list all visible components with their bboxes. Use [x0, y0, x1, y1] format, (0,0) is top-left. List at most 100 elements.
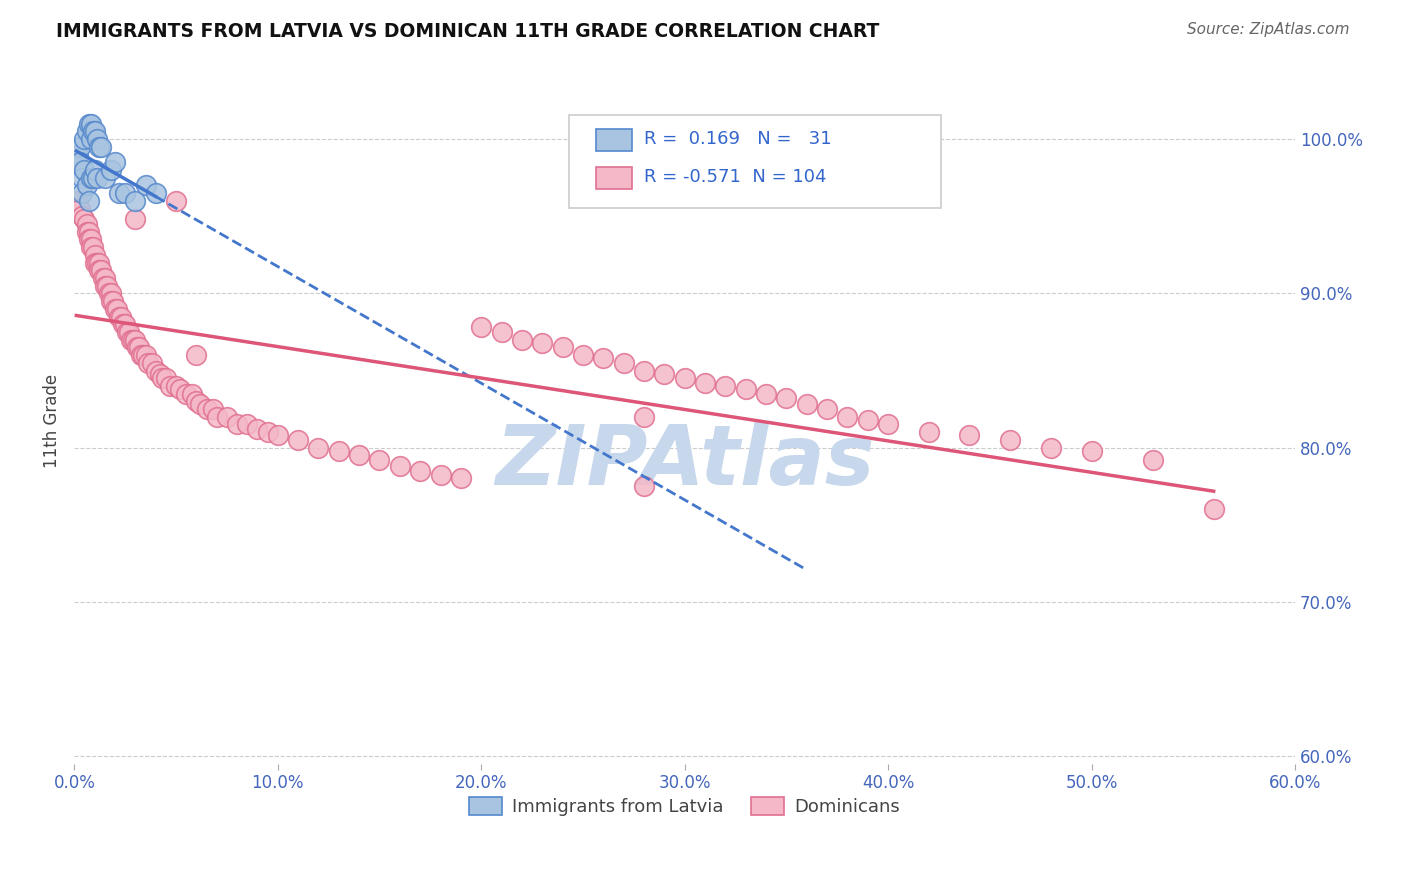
- Point: [124, 212, 146, 227]
- Point: [328, 443, 350, 458]
- Point: [186, 394, 208, 409]
- Point: [755, 386, 778, 401]
- Point: [110, 310, 132, 324]
- Point: [124, 194, 146, 208]
- Point: [83, 248, 105, 262]
- Point: [149, 367, 172, 381]
- FancyBboxPatch shape: [596, 168, 633, 189]
- Point: [86, 255, 108, 269]
- Point: [201, 402, 224, 417]
- Point: [775, 391, 797, 405]
- Point: [96, 278, 118, 293]
- Point: [145, 186, 167, 201]
- Point: [90, 140, 112, 154]
- Point: [76, 124, 98, 138]
- Point: [79, 232, 101, 246]
- Point: [135, 348, 157, 362]
- Point: [100, 294, 122, 309]
- Point: [76, 217, 98, 231]
- Point: [100, 163, 122, 178]
- Point: [83, 163, 105, 178]
- Point: [67, 194, 90, 208]
- Point: [128, 340, 150, 354]
- Point: [112, 317, 135, 331]
- Point: [205, 409, 228, 424]
- Point: [470, 320, 492, 334]
- Point: [918, 425, 941, 440]
- Point: [86, 170, 108, 185]
- Point: [226, 417, 249, 432]
- Point: [69, 155, 91, 169]
- Point: [77, 225, 100, 239]
- Point: [122, 333, 145, 347]
- Point: [510, 333, 533, 347]
- Point: [76, 225, 98, 239]
- Point: [82, 124, 104, 138]
- Point: [287, 433, 309, 447]
- Point: [856, 413, 879, 427]
- Point: [796, 397, 818, 411]
- Point: [815, 402, 838, 417]
- Point: [388, 459, 411, 474]
- Point: [79, 132, 101, 146]
- Point: [97, 286, 120, 301]
- Point: [114, 317, 136, 331]
- Point: [76, 178, 98, 193]
- Point: [94, 271, 117, 285]
- Point: [72, 186, 94, 201]
- Point: [104, 301, 127, 316]
- Point: [73, 132, 96, 146]
- Point: [94, 278, 117, 293]
- Point: [82, 240, 104, 254]
- Point: [135, 178, 157, 193]
- Point: [693, 376, 716, 390]
- Point: [108, 310, 131, 324]
- Point: [673, 371, 696, 385]
- Point: [531, 335, 554, 350]
- Point: [131, 348, 153, 362]
- Point: [592, 351, 614, 366]
- Point: [652, 367, 675, 381]
- Point: [69, 202, 91, 216]
- Point: [141, 356, 163, 370]
- Point: [90, 263, 112, 277]
- Point: [633, 479, 655, 493]
- Point: [73, 212, 96, 227]
- Point: [145, 363, 167, 377]
- FancyBboxPatch shape: [596, 129, 633, 151]
- Point: [132, 348, 155, 362]
- Point: [67, 147, 90, 161]
- Text: Source: ZipAtlas.com: Source: ZipAtlas.com: [1187, 22, 1350, 37]
- Point: [82, 170, 104, 185]
- Point: [169, 382, 191, 396]
- Point: [267, 428, 290, 442]
- Point: [87, 263, 110, 277]
- Point: [83, 255, 105, 269]
- Point: [633, 147, 655, 161]
- Text: IMMIGRANTS FROM LATVIA VS DOMINICAN 11TH GRADE CORRELATION CHART: IMMIGRANTS FROM LATVIA VS DOMINICAN 11TH…: [56, 22, 880, 41]
- Point: [150, 371, 173, 385]
- Point: [79, 240, 101, 254]
- Point: [79, 170, 101, 185]
- Point: [127, 340, 149, 354]
- Point: [837, 409, 859, 424]
- Point: [215, 409, 238, 424]
- Point: [1080, 443, 1102, 458]
- Point: [94, 170, 117, 185]
- Point: [69, 140, 91, 154]
- Point: [734, 382, 756, 396]
- Point: [633, 409, 655, 424]
- Point: [165, 379, 187, 393]
- Point: [72, 209, 94, 223]
- Point: [124, 333, 146, 347]
- Point: [77, 232, 100, 246]
- Legend: Immigrants from Latvia, Dominicans: Immigrants from Latvia, Dominicans: [463, 789, 907, 823]
- Point: [181, 386, 204, 401]
- Point: [118, 325, 141, 339]
- Point: [155, 371, 177, 385]
- Point: [256, 425, 278, 440]
- Point: [101, 294, 124, 309]
- Point: [165, 194, 187, 208]
- Point: [572, 348, 595, 362]
- Point: [104, 155, 127, 169]
